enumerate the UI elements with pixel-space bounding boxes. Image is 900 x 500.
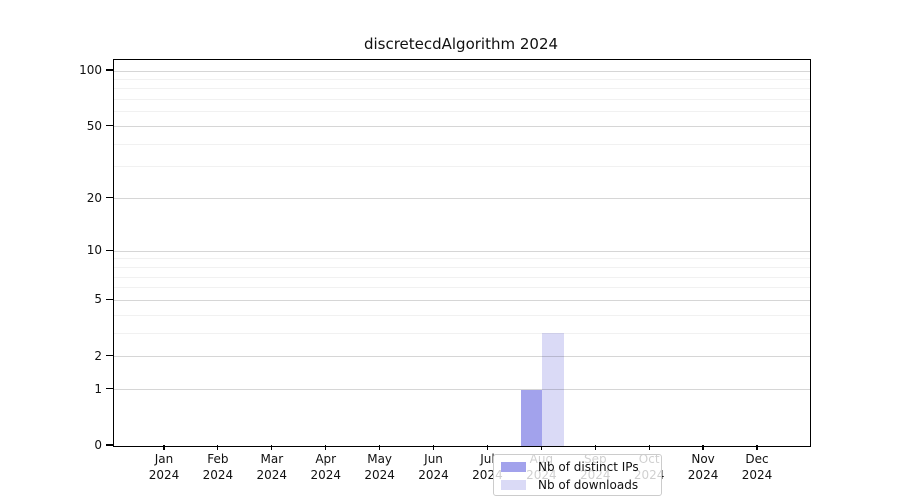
y-tick bbox=[106, 298, 113, 300]
x-tick bbox=[432, 445, 435, 450]
y-gridline-minor bbox=[114, 143, 810, 145]
x-tick-label: Jan 2024 bbox=[148, 452, 180, 482]
plot-area: Nb of distinct IPs Nb of downloads bbox=[113, 59, 811, 496]
x-tick bbox=[217, 445, 219, 450]
y-gridline-major bbox=[114, 126, 810, 128]
y-tick-label: 20 bbox=[86, 190, 102, 205]
x-tick-label: Dec 2024 bbox=[741, 452, 773, 482]
x-tick bbox=[163, 445, 165, 450]
y-gridline-minor bbox=[114, 166, 810, 168]
bar-nb-of-distinct-ips-aug bbox=[520, 389, 543, 446]
y-tick-label: 5 bbox=[94, 292, 102, 307]
y-tick bbox=[106, 69, 113, 71]
y-gridline-minor bbox=[114, 266, 810, 268]
y-gridline-minor bbox=[114, 287, 810, 289]
y-tick-label: 2 bbox=[94, 348, 102, 363]
downloads-swatch-icon bbox=[501, 480, 526, 490]
x-tick bbox=[486, 445, 489, 450]
x-tick-label: May 2024 bbox=[364, 452, 395, 482]
x-tick-label: Apr 2024 bbox=[310, 452, 341, 482]
y-gridline-major bbox=[114, 250, 810, 252]
x-tick bbox=[648, 445, 650, 450]
y-gridline-minor bbox=[114, 258, 810, 260]
y-gridline-major bbox=[114, 389, 810, 391]
y-gridline-minor bbox=[114, 78, 810, 80]
y-gridline-minor bbox=[114, 88, 810, 90]
y-gridline-minor bbox=[114, 314, 810, 316]
y-tick-label: 100 bbox=[79, 63, 102, 77]
x-tick-label: Nov 2024 bbox=[687, 452, 719, 482]
x-tick bbox=[702, 445, 704, 450]
y-gridline-major bbox=[114, 356, 810, 358]
y-tick-label: 0 bbox=[94, 438, 102, 452]
y-tick-label: 10 bbox=[86, 243, 102, 258]
x-tick-label: Jun 2024 bbox=[418, 452, 449, 482]
x-tick bbox=[379, 445, 381, 450]
y-gridline-major bbox=[114, 198, 810, 200]
y-gridline-minor bbox=[114, 276, 810, 278]
y-tick bbox=[106, 444, 113, 446]
y-gridline-minor bbox=[114, 111, 810, 113]
y-tick bbox=[106, 249, 113, 251]
y-tick bbox=[106, 388, 113, 390]
x-tick bbox=[271, 445, 273, 450]
legend-label-distinct-ips: Nb of distinct IPs bbox=[538, 460, 639, 474]
legend-label-downloads: Nb of downloads bbox=[538, 478, 639, 492]
y-tick-label: 1 bbox=[94, 381, 102, 396]
chart-title: discretecdAlgorithm 2024 bbox=[363, 35, 559, 53]
legend-entry-downloads: Nb of downloads bbox=[501, 476, 661, 494]
y-gridline-minor bbox=[114, 332, 810, 334]
bar-nb-of-downloads-aug bbox=[542, 333, 564, 446]
y-tick bbox=[106, 124, 113, 127]
legend-entry-distinct-ips: Nb of distinct IPs bbox=[501, 458, 661, 476]
distinct-ips-swatch-icon bbox=[501, 462, 526, 472]
x-tick bbox=[540, 445, 542, 450]
x-tick-label: Feb 2024 bbox=[202, 452, 234, 482]
y-gridline-major bbox=[114, 70, 810, 72]
y-gridline-minor bbox=[114, 99, 810, 101]
y-gridline-major bbox=[114, 299, 810, 301]
x-tick bbox=[325, 445, 327, 450]
x-tick-label: Mar 2024 bbox=[256, 452, 288, 482]
x-tick bbox=[756, 445, 758, 450]
y-tick bbox=[106, 197, 113, 199]
legend: Nb of distinct IPs Nb of downloads bbox=[493, 454, 662, 496]
x-tick bbox=[594, 445, 596, 450]
y-tick bbox=[106, 355, 113, 357]
y-tick-label: 50 bbox=[86, 118, 102, 133]
